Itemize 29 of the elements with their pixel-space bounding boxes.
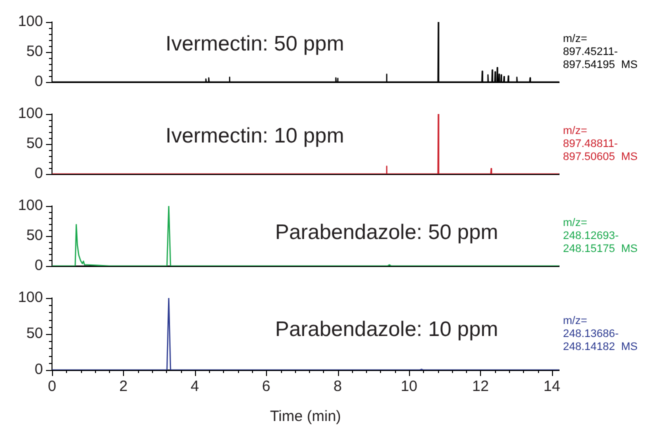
y-tick-label: 0: [34, 165, 43, 182]
y-tick-label: 50: [26, 135, 43, 152]
text: Parabendazole: 50 ppm: [275, 220, 498, 244]
text: m/z= 248.12693- 248.15175 MS: [563, 217, 638, 256]
x-tick-label: 12: [472, 378, 489, 396]
text: Ivermectin: 10 ppm: [166, 124, 344, 148]
x-axis-title: Time (min): [270, 408, 342, 426]
x-tick-label: 8: [333, 378, 342, 396]
x-tick-label: 6: [262, 378, 270, 396]
x-tick-label: 14: [544, 378, 560, 396]
text: Ivermectin: 50 ppm: [166, 32, 344, 56]
y-tick-label: 100: [18, 289, 43, 306]
y-tick-label: 100: [18, 13, 43, 30]
text: m/z= 248.13686- 248.14182 MS: [563, 315, 638, 354]
text: m/z= 897.48811- 897.50605 MS: [563, 125, 638, 164]
x-tick-label: 10: [400, 378, 418, 396]
text: Parabendazole: 10 ppm: [275, 318, 498, 342]
y-tick-label: 0: [34, 361, 43, 378]
y-tick-label: 50: [26, 227, 43, 244]
y-tick-label: 100: [18, 197, 43, 214]
text: m/z= 897.45211- 897.54195 MS: [563, 33, 638, 72]
y-tick-label: 100: [18, 105, 43, 122]
y-tick-label: 0: [34, 257, 43, 274]
y-tick-label: 0: [34, 73, 43, 90]
x-tick-label: 2: [119, 378, 128, 396]
x-tick-label: 0: [48, 378, 56, 396]
y-tick-label: 50: [26, 43, 43, 60]
y-tick-label: 50: [26, 325, 43, 342]
x-tick-label: 4: [190, 378, 199, 396]
